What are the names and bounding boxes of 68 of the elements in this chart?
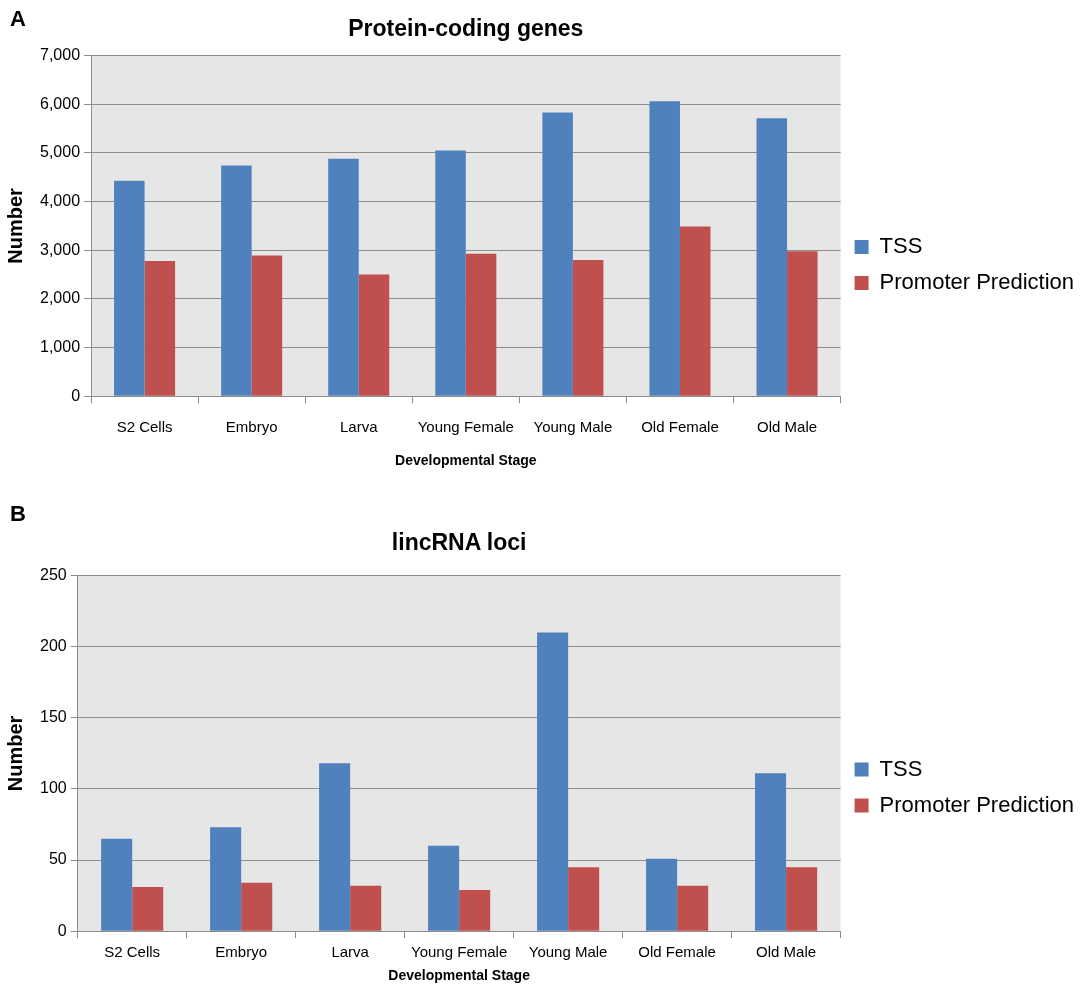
x-tick-label: Larva: [331, 943, 370, 961]
x-tick-label: S2 Cells: [104, 943, 161, 961]
x-tick-label: Embryo: [225, 418, 278, 436]
bar: [756, 118, 788, 396]
x-tick-label: Young Female: [417, 418, 514, 436]
y-tick-label: 100: [39, 779, 67, 797]
y-tick-label: 0: [71, 386, 81, 404]
bar: [646, 858, 678, 931]
y-tick-label: 250: [39, 566, 67, 584]
y-tick-label: 0: [57, 921, 67, 939]
text: A: [10, 6, 26, 32]
y-axis-title: Number: [3, 715, 26, 792]
bar: [649, 101, 680, 396]
x-tick-label: Young Male: [533, 418, 613, 436]
x-tick-label: Old Male: [757, 418, 818, 436]
bar: [101, 838, 133, 931]
x-tick-label: Embryo: [215, 943, 268, 961]
y-tick-label: 200: [39, 637, 67, 655]
bar: [677, 885, 709, 931]
legend-label: TSS: [879, 755, 923, 781]
bar: [358, 274, 390, 396]
legend-label: TSS: [879, 233, 923, 259]
text: B: [10, 501, 26, 527]
chart-title: Protein-coding genes: [348, 15, 584, 42]
bar: [537, 632, 569, 931]
x-tick-label: Old Female: [641, 418, 719, 436]
x-tick-label: Young Male: [528, 943, 608, 961]
bar: [435, 150, 466, 396]
y-tick-label: 4,000: [39, 191, 81, 209]
legend-label: Promoter Prediction: [879, 269, 1075, 295]
y-tick-label: 150: [39, 708, 67, 726]
bar: [755, 773, 787, 931]
x-tick-label: Old Male: [756, 943, 817, 961]
bar: [144, 260, 176, 396]
bar: [241, 882, 273, 931]
y-axis-title: Number: [3, 187, 26, 264]
chart-title: lincRNA loci: [391, 529, 527, 556]
x-tick-label: S2 Cells: [116, 418, 173, 436]
y-tick-label: 2,000: [39, 289, 81, 307]
x-tick-label: Old Female: [638, 943, 716, 961]
bar: [679, 226, 711, 396]
bar: [210, 827, 242, 931]
bar: [459, 889, 491, 931]
x-axis-title: Developmental Stage: [395, 452, 537, 469]
bar: [114, 180, 145, 396]
y-tick-label: 3,000: [39, 240, 81, 258]
x-axis-title: Developmental Stage: [388, 967, 531, 984]
bar: [572, 259, 604, 396]
bar: [568, 867, 600, 931]
bar: [786, 867, 818, 931]
legend-label: Promoter Prediction: [879, 791, 1075, 817]
y-tick-label: 50: [48, 850, 67, 868]
bar: [132, 887, 164, 931]
y-tick-label: 1,000: [39, 337, 81, 355]
x-tick-label: Young Female: [411, 943, 508, 961]
bar: [787, 251, 818, 396]
y-tick-label: 6,000: [39, 94, 81, 112]
bar: [542, 112, 573, 396]
y-tick-label: 7,000: [39, 46, 81, 64]
bar: [251, 255, 283, 396]
bar: [328, 158, 359, 396]
bar: [465, 253, 497, 396]
x-tick-label: Larva: [339, 418, 379, 436]
y-tick-label: 5,000: [39, 143, 81, 161]
bar: [428, 845, 460, 931]
bar: [350, 885, 382, 931]
bar: [319, 763, 351, 931]
bar: [221, 165, 252, 396]
